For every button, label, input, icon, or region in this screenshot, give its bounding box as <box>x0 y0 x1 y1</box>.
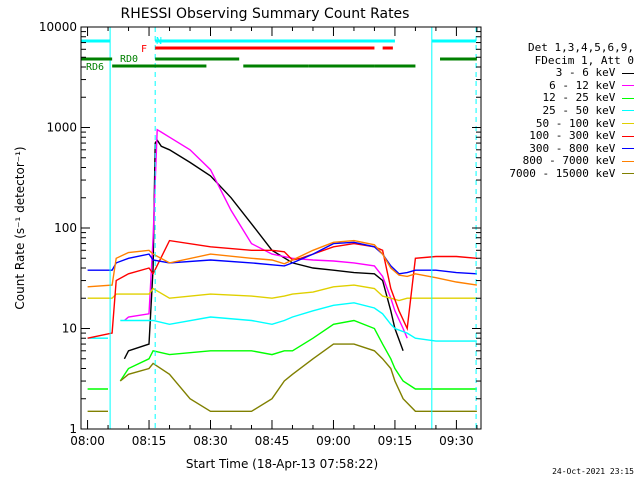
x-tick-label-2: 08:30 <box>193 434 228 448</box>
legend-item-3: 25 - 50 keV <box>488 103 634 118</box>
legend-swatch-5 <box>622 135 634 137</box>
state-label-n: N <box>156 36 162 47</box>
legend-swatch-6 <box>622 148 634 150</box>
legend-swatch-2 <box>622 97 634 99</box>
legend-item-8: 7000 - 15000 keV <box>488 166 634 181</box>
legend-label-0: 3 - 6 keV <box>555 66 622 80</box>
legend-item-7: 800 - 7000 keV <box>488 155 634 168</box>
legend-label-4: 50 - 100 keV <box>535 116 622 130</box>
legend-swatch-7 <box>622 160 634 162</box>
legend-swatch-4 <box>622 123 634 125</box>
y-tick-label-1: 10 <box>62 322 77 336</box>
x-tick-label-1: 08:15 <box>132 434 167 448</box>
legend: Det 1,3,4,5,6,9, FDecim 1, Att 0 3 - 6 k… <box>488 41 634 181</box>
legend-item-0: 3 - 6 keV <box>488 66 634 80</box>
legend-label-2: 12 - 25 keV <box>542 91 622 105</box>
x-tick-label-3: 08:45 <box>255 434 290 448</box>
legend-swatch-3 <box>622 110 634 112</box>
legend-item-5: 100 - 300 keV <box>488 129 634 143</box>
series-line-7 <box>87 239 478 288</box>
series-line-4 <box>87 284 477 302</box>
legend-label-1: 6 - 12 keV <box>549 78 622 92</box>
legend-swatch-1 <box>622 85 634 87</box>
legend-header-line-2: FDecim 1, Att 0 <box>534 53 634 67</box>
legend-items: 3 - 6 keV 6 - 12 keV 12 - 25 keV 25 - 50… <box>488 66 634 181</box>
series-layer <box>87 128 478 412</box>
y-tick-label-0: 1 <box>69 422 77 436</box>
legend-item-4: 50 - 100 keV <box>488 116 634 131</box>
chart-title: RHESSI Observing Summary Count Rates <box>121 6 410 22</box>
legend-header-line-1: Det 1,3,4,5,6,9, <box>528 41 634 54</box>
series-line-1 <box>123 128 408 339</box>
series-line-2 <box>87 319 477 390</box>
x-axis-label: Start Time (18-Apr-13 07:58:22) <box>186 457 378 471</box>
state-label-f: F <box>141 44 147 55</box>
legend-item-2: 12 - 25 keV <box>488 92 634 105</box>
legend-label-7: 800 - 7000 keV <box>522 154 622 168</box>
y-tick-label-3: 1000 <box>46 121 77 135</box>
x-tick-label-4: 09:00 <box>316 434 351 448</box>
legend-label-5: 100 - 300 keV <box>529 129 622 143</box>
y-tick-label-2: 100 <box>54 221 77 235</box>
x-tick-label-5: 09:15 <box>378 434 413 448</box>
timestamp: 24-Oct-2021 23:15 <box>552 467 634 476</box>
legend-label-6: 300 - 800 keV <box>529 141 622 155</box>
state-label-rd6: RD6 <box>86 62 104 73</box>
series-line-5 <box>87 239 477 339</box>
legend-item-1: 6 - 12 keV <box>488 78 634 93</box>
legend-swatch-8 <box>622 173 634 175</box>
series-line-8 <box>87 343 477 412</box>
series-line-6 <box>87 241 477 275</box>
legend-label-3: 25 - 50 keV <box>542 103 622 117</box>
legend-swatch-0 <box>622 72 634 74</box>
y-axis-label: Count Rate (s⁻¹ detector⁻¹) <box>13 146 27 309</box>
legend-item-6: 300 - 800 keV <box>488 141 634 156</box>
plot-frame <box>80 26 482 430</box>
axes-layer: 1 10 100 1000 10000 08:00 08:15 08:30 08:45 09:00… <box>39 20 482 448</box>
x-tick-label-6: 09:30 <box>439 434 474 448</box>
legend-label-8: 7000 - 15000 keV <box>509 166 622 180</box>
state-label-rd0: RD0 <box>120 54 138 65</box>
y-tick-label-4: 10000 <box>39 20 77 34</box>
series-line-3 <box>87 302 477 342</box>
x-tick-label-0: 08:00 <box>70 434 105 448</box>
